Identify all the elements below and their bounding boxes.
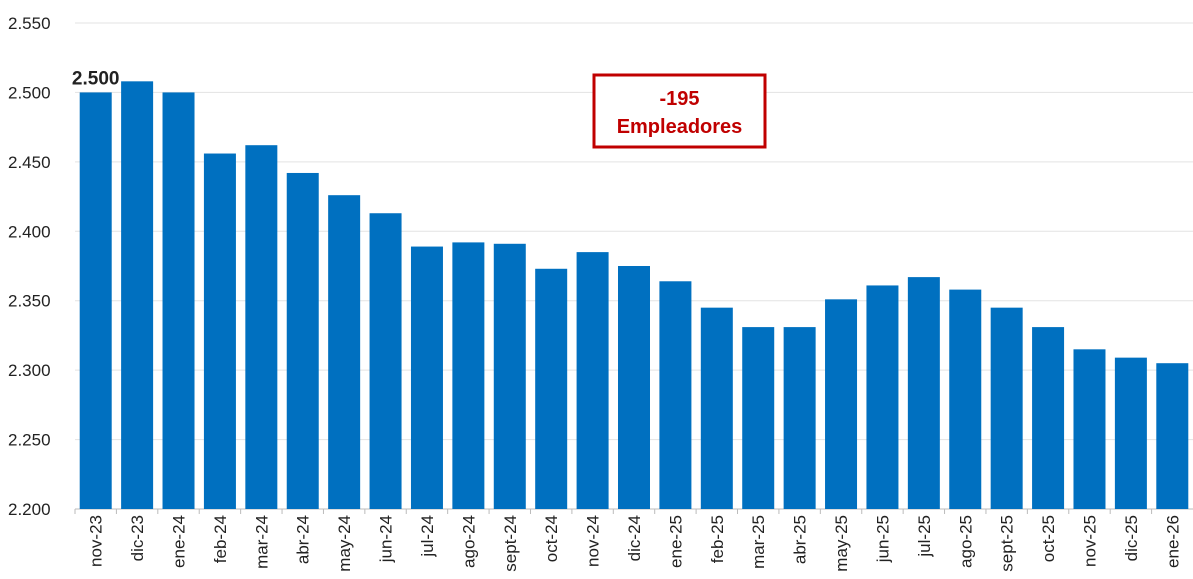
- x-tick-label: nov-24: [584, 515, 603, 567]
- x-tick-label: ene-24: [170, 515, 189, 568]
- x-tick-label: dic-23: [128, 515, 147, 561]
- x-tick-label: ene-25: [666, 515, 685, 568]
- y-axis-tick-labels: 2.200 2.250 2.300 2.350 2.400 2.450 2.500 2.550: [8, 14, 51, 519]
- x-tick-label: feb-25: [708, 515, 727, 563]
- bar: [949, 289, 982, 509]
- x-tick-label: sept-24: [501, 515, 520, 572]
- x-tick-label: may-25: [832, 515, 851, 572]
- x-tick-label: sept-25: [998, 515, 1017, 572]
- bar: [535, 268, 568, 509]
- y-tick-label: 2.400: [8, 222, 51, 241]
- y-tick-label: 2.300: [8, 361, 51, 380]
- x-tick-label: jul-24: [418, 515, 437, 558]
- x-tick-label: abr-25: [791, 515, 810, 564]
- bar: [1156, 363, 1189, 509]
- y-tick-label: 2.500: [8, 83, 51, 102]
- bar: [245, 145, 278, 510]
- x-tick-label: mar-25: [749, 515, 768, 569]
- bar: [783, 327, 816, 509]
- bar: [452, 242, 485, 509]
- data-labels: 2.500: [72, 68, 120, 89]
- annotation-border: [592, 73, 767, 149]
- x-axis-tick-labels: nov-23 dic-23 ene-24 feb-24 mar-24 abr-24 may-…: [74, 509, 1182, 572]
- x-tick-label: jun-24: [377, 515, 396, 563]
- y-tick-label: 2.450: [8, 153, 51, 172]
- bar: [162, 92, 195, 509]
- bars: [79, 81, 1189, 510]
- x-tick-label: ago-25: [956, 515, 975, 568]
- x-tick-label: jun-25: [873, 515, 892, 563]
- annotation-line2: Empleadores: [617, 116, 743, 138]
- bar: [286, 172, 319, 510]
- bar: [1032, 327, 1065, 509]
- bar: [493, 243, 526, 510]
- y-tick-label: 2.250: [8, 431, 51, 450]
- bar: [907, 277, 940, 509]
- annotation-line1: -195: [659, 88, 699, 110]
- x-tick-label: ago-24: [459, 515, 478, 568]
- bar: [121, 81, 154, 509]
- bar: [328, 195, 361, 509]
- bar: [618, 266, 650, 509]
- x-tick-label: ene-26: [1163, 515, 1182, 568]
- bar: [990, 307, 1023, 509]
- bar: [203, 153, 236, 510]
- bar: [659, 281, 692, 509]
- bar: [742, 327, 775, 509]
- y-tick-label: 2.550: [8, 14, 51, 33]
- x-tick-label: jul-25: [915, 515, 934, 558]
- x-tick-label: oct-24: [542, 515, 561, 562]
- bar: [1114, 357, 1147, 509]
- bar: [369, 213, 402, 509]
- bar: [410, 246, 443, 509]
- x-tick-label: mar-24: [252, 515, 271, 569]
- x-tick-label: oct-25: [1039, 515, 1058, 562]
- x-tick-label: nov-25: [1080, 515, 1099, 567]
- bar: [700, 307, 733, 509]
- x-tick-label: abr-24: [294, 515, 313, 564]
- x-tick-label: feb-24: [211, 515, 230, 563]
- bar: [1073, 349, 1106, 509]
- x-tick-label: may-24: [335, 515, 354, 572]
- data-label: 2.500: [72, 68, 120, 89]
- y-tick-label: 2.200: [8, 500, 51, 519]
- bar: [825, 299, 858, 509]
- x-tick-label: dic-24: [625, 515, 644, 561]
- bar: [576, 252, 609, 509]
- bar: [79, 92, 112, 509]
- annotation-box: -195 Empleadores: [592, 73, 767, 149]
- bar: [866, 285, 899, 509]
- x-tick-label: dic-25: [1122, 515, 1141, 561]
- y-tick-label: 2.350: [8, 292, 51, 311]
- x-tick-label: nov-23: [87, 515, 106, 567]
